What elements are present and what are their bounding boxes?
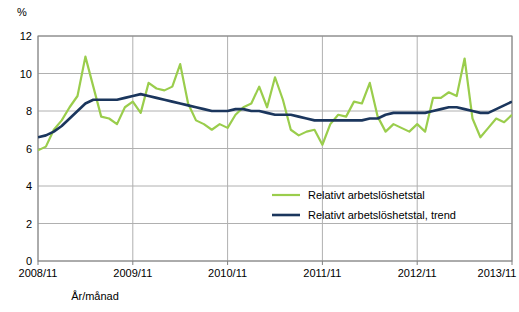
y-tick-label: 12 [20,30,32,42]
y-tick-label: 10 [20,68,32,80]
x-tick-label: 2009/11 [113,267,152,279]
grid-line [38,223,512,224]
grid-line [132,36,133,261]
grid-line [38,111,512,112]
x-tick [322,261,323,265]
x-tick [132,261,133,265]
grid-line [227,36,228,261]
y-tick-label: 6 [26,143,32,155]
y-tick-label: 0 [26,255,32,267]
x-tick-label: 2012/11 [398,267,437,279]
x-tick-label: 2010/11 [208,267,247,279]
legend-swatch [272,214,300,217]
y-axis-label: % [17,6,27,18]
legend-label: Relativt arbetslöshetstal, trend [308,209,456,221]
x-axis-label: År/månad [71,290,119,302]
x-tick-label: 2011/11 [303,267,341,279]
x-tick [417,261,418,265]
x-tick [227,261,228,265]
x-tick-label: 2008/11 [19,267,58,279]
x-tick-label: 2013/11 [478,267,517,279]
grid-line [322,36,323,261]
plot-frame [38,36,512,261]
chart: 0 2 4 6 8 10 12 2008/11 2009/11 2010/11 2011/11 201… [0,0,519,312]
series-line [38,94,512,137]
grid-line [38,186,512,187]
legend: Relativt arbetslöshetstal Relativt arbets… [272,189,456,221]
grid-line [38,148,512,149]
y-tick-label: 4 [26,180,32,192]
legend-swatch [272,194,300,196]
y-tick-label: 2 [26,218,32,230]
y-tick-label: 8 [26,105,32,117]
grid-line [38,73,512,74]
x-tick [38,261,39,265]
grid-line [417,36,418,261]
x-tick [512,261,513,265]
series-line [38,57,512,151]
legend-label: Relativt arbetslöshetstal [308,189,425,201]
series-group [38,57,512,151]
